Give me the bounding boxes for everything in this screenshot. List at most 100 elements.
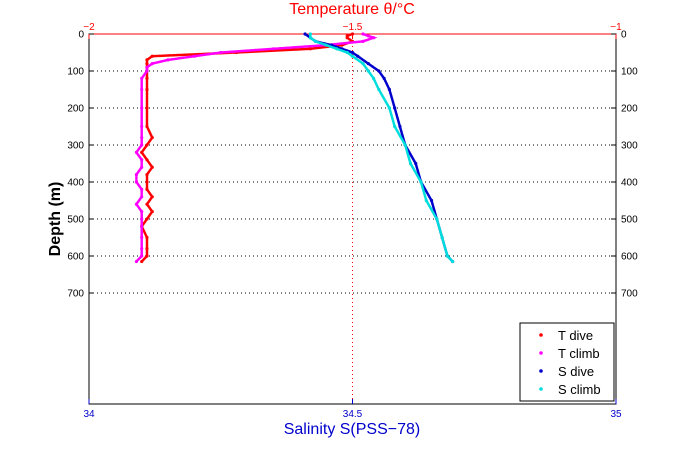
data-point <box>140 235 144 240</box>
bottom-tick-label: 34.5 <box>343 409 363 420</box>
data-point <box>219 50 223 55</box>
data-point <box>435 217 439 221</box>
y-tick-label-left: 0 <box>78 30 84 41</box>
y-tick-label-left: 600 <box>67 252 84 263</box>
data-point <box>350 32 355 36</box>
y-tick-label-right: 500 <box>621 215 638 226</box>
series-s-climb <box>308 32 455 264</box>
data-point <box>145 106 149 110</box>
data-point <box>145 58 149 62</box>
data-point <box>140 254 144 258</box>
data-point <box>145 173 149 177</box>
data-point <box>271 47 276 51</box>
data-point <box>140 143 144 147</box>
legend-marker <box>539 351 543 355</box>
data-point <box>408 161 413 166</box>
data-point <box>440 235 444 240</box>
data-point <box>140 87 144 92</box>
top-axis-title: Temperature θ/°C <box>289 1 415 18</box>
data-point <box>140 210 144 214</box>
y-tick-label-left: 400 <box>67 178 84 189</box>
legend: T dive T climb S dive S climb <box>519 322 615 402</box>
data-point <box>145 235 149 240</box>
data-point <box>150 62 154 66</box>
data-point <box>145 124 149 129</box>
y-tick-label-left: 200 <box>67 104 84 115</box>
data-point <box>145 87 149 92</box>
data-point <box>140 187 144 191</box>
data-point <box>308 47 312 51</box>
data-point <box>192 54 196 58</box>
data-point <box>140 195 144 199</box>
data-point <box>145 76 149 80</box>
data-point <box>419 180 423 184</box>
legend-label: T climb <box>558 346 600 361</box>
series-t-climb <box>134 32 378 264</box>
data-point <box>145 187 149 191</box>
data-point <box>366 62 370 66</box>
data-point <box>387 87 391 92</box>
data-point <box>371 36 376 40</box>
y-tick-label-right: 400 <box>621 178 638 189</box>
legend-items: T dive T climb S dive S climb <box>539 328 601 397</box>
y-tick-label-right: 0 <box>621 30 627 41</box>
data-point <box>335 47 339 51</box>
bottom-tick-label: 34 <box>83 409 95 420</box>
y-tick-label-right: 600 <box>621 252 638 263</box>
data-point <box>361 32 365 36</box>
data-point <box>140 136 144 140</box>
y-tick-label-right: 300 <box>621 141 638 152</box>
data-point <box>403 143 407 147</box>
data-point <box>382 76 386 80</box>
data-point <box>150 136 154 140</box>
data-point <box>371 76 376 80</box>
data-point <box>361 39 365 44</box>
data-point <box>140 217 144 221</box>
data-point <box>140 224 144 228</box>
data-point <box>145 143 149 147</box>
data-point <box>140 259 144 264</box>
legend-label: S climb <box>558 382 601 397</box>
data-point <box>145 247 149 251</box>
y-tick-label-left: 100 <box>67 67 84 78</box>
data-point <box>366 69 370 73</box>
data-point <box>150 195 154 199</box>
data-point <box>451 259 455 264</box>
axis-ticks: 0 0 100 100 200 200 300 300 400 400 500 500 600 600 70… <box>67 22 638 420</box>
legend-box <box>519 322 615 402</box>
data-point <box>134 202 139 206</box>
y-tick-label-left: 300 <box>67 141 84 152</box>
data-point <box>387 106 391 110</box>
top-tick-label: −1 <box>610 22 622 33</box>
y-tick-label-left: 500 <box>67 215 84 226</box>
y-tick-label-right: 700 <box>621 289 638 300</box>
data-point <box>145 69 149 73</box>
data-point <box>366 34 370 38</box>
data-point <box>377 87 381 92</box>
data-point <box>134 180 139 184</box>
data-point <box>361 62 365 66</box>
data-point <box>140 106 144 110</box>
data-point <box>414 161 418 166</box>
data-point <box>314 39 318 44</box>
data-series <box>134 32 455 264</box>
data-point <box>308 32 312 36</box>
data-point <box>393 124 397 129</box>
data-point <box>303 32 307 36</box>
data-point <box>377 69 381 73</box>
data-point <box>350 50 355 55</box>
data-point <box>308 36 312 40</box>
data-point <box>145 180 149 184</box>
legend-label: S dive <box>558 364 594 379</box>
bottom-tick-label: 35 <box>610 409 622 420</box>
data-point <box>150 165 154 169</box>
legend-marker <box>539 369 543 373</box>
data-point <box>145 158 149 162</box>
data-point <box>324 43 328 47</box>
y-tick-label-right: 200 <box>621 104 638 115</box>
data-point <box>398 124 402 129</box>
top-tick-label: −2 <box>83 22 95 33</box>
y-tick-label-right: 100 <box>621 67 638 78</box>
bottom-axis-title: Salinity S(PSS−78) <box>284 421 421 438</box>
